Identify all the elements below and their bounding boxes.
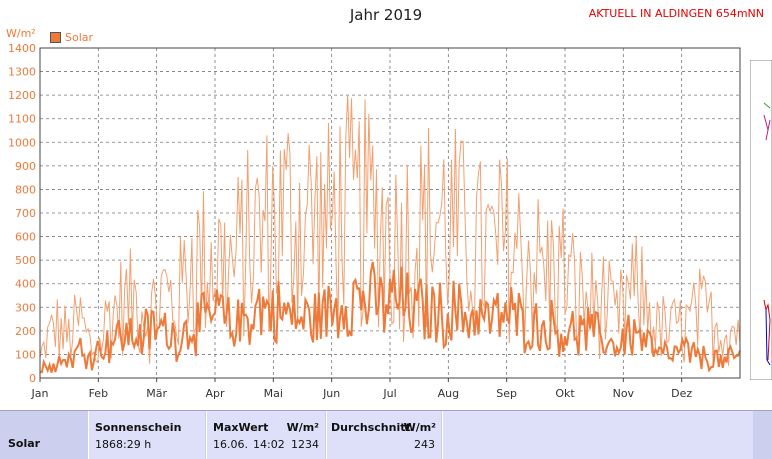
durchschnitt-value: 243 [414, 438, 435, 451]
legend-label: Solar [65, 31, 94, 44]
y-tick-label: 100 [15, 348, 36, 361]
side-thumb-frame [750, 60, 772, 380]
side-thumb-line-3 [763, 299, 771, 361]
side-thumb-line-1 [763, 114, 771, 141]
maxwert-time: 14:02 [253, 438, 285, 451]
x-tick-label: Sep [496, 387, 517, 400]
maxwert-header: MaxWert [213, 421, 269, 434]
y-axis-unit: W/m² [6, 27, 36, 40]
y-tick-label: 600 [15, 231, 36, 244]
durchschnitt-unit: W/m² [403, 421, 436, 434]
x-tick-labels: Jan Feb Mär Apr Mai Jun Jul Aug Sep Okt Nov Dez [31, 387, 693, 400]
y-tick-label: 500 [15, 254, 36, 267]
legend: Solar [50, 31, 93, 44]
x-tick-label: Apr [205, 387, 225, 400]
solar-chart: 0 100 200 300 400 500 600 700 800 900 1000 1100 1200… [8, 42, 741, 400]
sonnenschein-value: 1868:29 h [95, 438, 152, 451]
y-tick-label: 300 [15, 301, 36, 314]
chart-title: Jahr 2019 [349, 6, 423, 24]
y-tick-label: 0 [29, 372, 36, 385]
x-tick-label: Aug [438, 387, 459, 400]
series-solar-mean-line [39, 261, 741, 374]
cell-sonnenschein: Sonnenschein 1868:29 h [88, 411, 205, 459]
y-tick-label: 1300 [8, 66, 36, 79]
cell-empty [442, 411, 753, 459]
y-tick-label: 200 [15, 325, 36, 338]
maxwert-date: 16.06. [213, 438, 248, 451]
maxwert-unit: W/m² [286, 421, 319, 434]
x-tick-label: Jan [31, 387, 49, 400]
cell-maxwert: MaxWert W/m² 16.06. 14:02 1234 [206, 411, 325, 459]
y-tick-label: 700 [15, 207, 36, 220]
side-thumb-line-2 [763, 102, 771, 109]
location-label: AKTUELL IN ALDINGEN 654mNN [588, 7, 764, 20]
x-tick-label: Mär [146, 387, 167, 400]
plot-frame [39, 47, 741, 379]
side-thumb-line-4 [765, 309, 771, 366]
y-tick-label: 1200 [8, 89, 36, 102]
x-tick-label: Feb [89, 387, 108, 400]
y-tick-label: 1000 [8, 136, 36, 149]
sonnenschein-header: Sonnenschein [95, 421, 182, 434]
y-tick-label: 800 [15, 183, 36, 196]
x-tick-label: Dez [671, 387, 692, 400]
y-tick-label: 900 [15, 160, 36, 173]
x-tick-label: Jul [382, 387, 396, 400]
cell-durchschnitt: Durchschnitt W/m² 243 [326, 411, 441, 459]
x-tick-label: Nov [613, 387, 635, 400]
y-tick-labels: 0 100 200 300 400 500 600 700 800 900 1000 1100 1200… [8, 42, 36, 385]
x-tick-label: Jun [322, 387, 340, 400]
durchschnitt-header: Durchschnitt [331, 421, 411, 434]
y-tick-label: 1400 [8, 42, 36, 55]
x-tick-label: Okt [555, 387, 575, 400]
y-tick-label: 1100 [8, 113, 36, 126]
legend-swatch [50, 32, 61, 43]
side-thumbnail-strip[interactable] [750, 60, 772, 380]
x-tick-label: Mai [264, 387, 283, 400]
maxwert-value: 1234 [291, 438, 319, 451]
y-tick-label: 400 [15, 278, 36, 291]
row-label: Solar [8, 437, 41, 450]
summary-table: Solar Sonnenschein 1868:29 h MaxWert W/m… [0, 410, 772, 459]
